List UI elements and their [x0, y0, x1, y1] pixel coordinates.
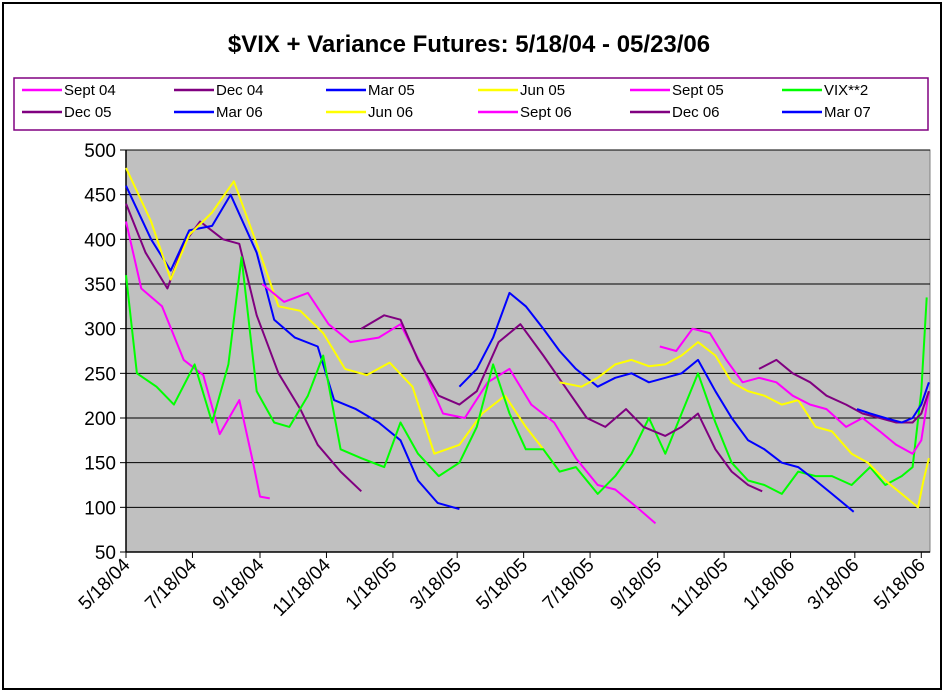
x-tick-label: 11/18/04 [269, 554, 335, 620]
legend-label: Dec 06 [672, 104, 720, 121]
series-line-1 [125, 203, 362, 493]
series-line-9 [659, 327, 930, 455]
chart-title: $VIX + Variance Futures: 5/18/04 - 05/23… [228, 31, 710, 58]
series-line-8 [559, 341, 930, 509]
legend-label: Sept 05 [672, 82, 724, 99]
y-tick-label: 200 [84, 409, 116, 430]
x-tick-label: 9/18/04 [209, 554, 269, 614]
gridlines [126, 149, 930, 508]
series-line-4 [261, 283, 657, 525]
x-tick-label: 3/18/05 [406, 555, 466, 615]
y-tick-label: 50 [95, 543, 116, 564]
x-tick-label: 7/18/05 [539, 555, 599, 615]
y-tick-label: 250 [84, 364, 116, 385]
x-tick-label: 1/18/05 [342, 555, 402, 615]
x-axis: 5/18/04 7/18/04 9/18/04 11/18/04 1/18/05 3/18… [75, 551, 930, 621]
x-tick-label: 3/18/06 [804, 555, 864, 615]
legend-label: Mar 05 [368, 82, 415, 99]
series-line-3 [125, 167, 558, 468]
legend-label: Jun 06 [368, 104, 413, 121]
legend-label: Sept 04 [64, 82, 116, 99]
plot-area [125, 149, 931, 553]
series-line-10 [758, 358, 930, 424]
chart: $VIX + Variance Futures: 5/18/04 - 05/23… [13, 31, 931, 621]
legend-label: Mar 07 [824, 104, 871, 121]
y-tick-label: 400 [84, 230, 116, 251]
legend: Sept 04 Dec 04 Mar 05 Jun 05 Sept 05 VIX**2 De… [22, 82, 871, 121]
y-tick-label: 150 [84, 454, 116, 475]
x-tick-label: 9/18/05 [606, 555, 666, 615]
legend-label: Mar 06 [216, 104, 263, 121]
series-line-11 [856, 381, 930, 424]
legend-label: VIX**2 [824, 82, 868, 99]
y-tick-label: 300 [84, 320, 116, 341]
x-tick-label: 1/18/06 [739, 555, 799, 615]
legend-label: Jun 05 [520, 82, 565, 99]
legend-box [13, 77, 929, 131]
legend-label: Dec 05 [64, 104, 112, 121]
y-tick-label: 100 [84, 498, 116, 519]
series-line-5 [125, 256, 928, 495]
series-line-0 [125, 221, 270, 500]
x-tick-label: 11/18/05 [666, 555, 732, 621]
x-tick-label: 5/18/05 [472, 555, 532, 615]
y-tick-label: 500 [84, 141, 116, 162]
x-tick-label: 7/18/04 [141, 554, 201, 614]
y-tick-label: 350 [84, 275, 116, 296]
legend-label: Sept 06 [520, 104, 572, 121]
series-layer [125, 167, 930, 525]
x-tick-label: 5/18/06 [870, 555, 930, 615]
series-line-7 [458, 291, 855, 513]
series-line-2 [125, 185, 460, 511]
legend-label: Dec 04 [216, 82, 264, 99]
y-axis: 50 100 150 200 250 300 350 400 450 500 [84, 141, 127, 564]
series-line-6 [360, 314, 763, 493]
y-tick-label: 450 [84, 186, 116, 207]
